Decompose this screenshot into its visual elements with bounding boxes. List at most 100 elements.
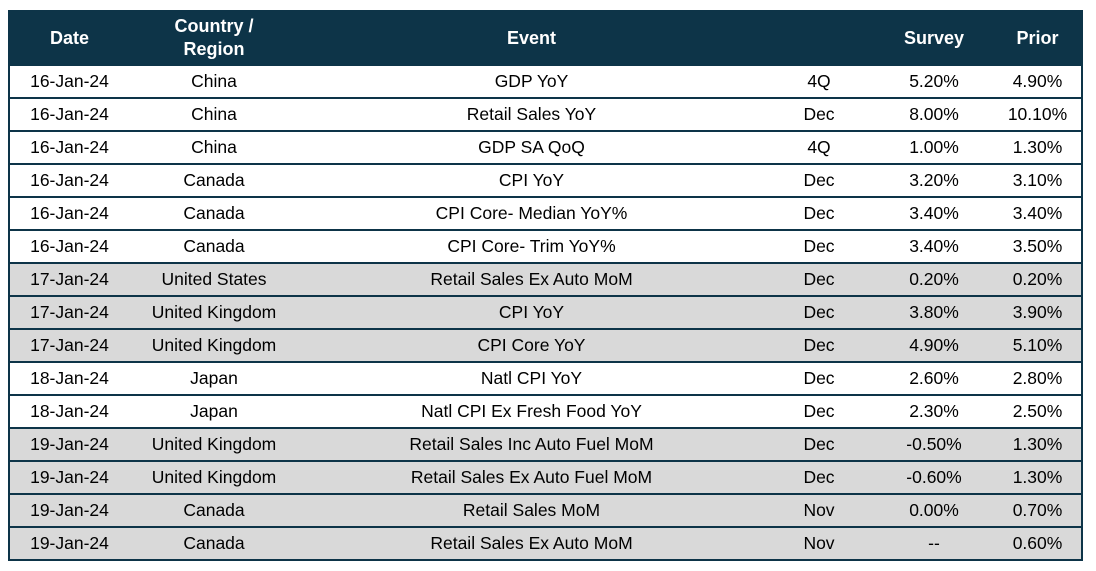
cell-period: Dec	[764, 427, 874, 462]
cell-survey: 0.00%	[874, 493, 994, 528]
cell-event: Retail Sales Ex Auto MoM	[299, 262, 764, 297]
cell-country: Canada	[129, 229, 299, 264]
cell-country: Japan	[129, 361, 299, 396]
cell-date: 16-Jan-24	[9, 130, 129, 165]
col-header-country-region-label: Country / Region	[174, 16, 254, 59]
cell-period: Dec	[764, 262, 874, 297]
cell-country: Japan	[129, 394, 299, 429]
cell-event: Retail Sales Ex Auto Fuel MoM	[299, 460, 764, 495]
cell-survey: 3.20%	[874, 163, 994, 198]
col-header-date: Date	[9, 11, 129, 65]
cell-country: United Kingdom	[129, 460, 299, 495]
cell-prior: 3.50%	[994, 229, 1082, 264]
cell-event: CPI Core YoY	[299, 328, 764, 363]
cell-prior: 0.70%	[994, 493, 1082, 528]
cell-date: 16-Jan-24	[9, 196, 129, 231]
cell-prior: 5.10%	[994, 328, 1082, 363]
cell-event: Retail Sales Ex Auto MoM	[299, 526, 764, 561]
cell-country: United States	[129, 262, 299, 297]
cell-event: CPI YoY	[299, 295, 764, 330]
cell-date: 17-Jan-24	[9, 262, 129, 297]
table-row: 16-Jan-24 China Retail Sales YoY Dec 8.00% 10…	[9, 97, 1082, 132]
cell-survey: 0.20%	[874, 262, 994, 297]
cell-prior: 3.10%	[994, 163, 1082, 198]
cell-event: Retail Sales Inc Auto Fuel MoM	[299, 427, 764, 462]
cell-prior: 10.10%	[994, 97, 1082, 132]
cell-country: Canada	[129, 526, 299, 561]
cell-date: 16-Jan-24	[9, 229, 129, 264]
cell-survey: 3.40%	[874, 229, 994, 264]
cell-prior: 2.50%	[994, 394, 1082, 429]
cell-prior: 3.40%	[994, 196, 1082, 231]
cell-date: 18-Jan-24	[9, 361, 129, 396]
col-header-survey: Survey	[874, 11, 994, 65]
cell-date: 19-Jan-24	[9, 427, 129, 462]
table-row: 16-Jan-24 Canada CPI Core- Trim YoY% Dec 3.4…	[9, 229, 1082, 264]
table-row: 16-Jan-24 China GDP YoY 4Q 5.20% 4.90%	[9, 64, 1082, 99]
cell-survey: 2.60%	[874, 361, 994, 396]
table-row: 19-Jan-24 Canada Retail Sales MoM Nov 0.00% 0…	[9, 493, 1082, 528]
cell-period: Dec	[764, 460, 874, 495]
cell-prior: 2.80%	[994, 361, 1082, 396]
cell-survey: 4.90%	[874, 328, 994, 363]
cell-prior: 1.30%	[994, 460, 1082, 495]
cell-period: 4Q	[764, 130, 874, 165]
table-row: 19-Jan-24 Canada Retail Sales Ex Auto MoM N…	[9, 526, 1082, 561]
cell-period: Nov	[764, 526, 874, 561]
cell-prior: 0.60%	[994, 526, 1082, 561]
cell-country: Canada	[129, 163, 299, 198]
cell-event: Natl CPI Ex Fresh Food YoY	[299, 394, 764, 429]
cell-event: CPI Core- Median YoY%	[299, 196, 764, 231]
cell-survey: 2.30%	[874, 394, 994, 429]
cell-period: Dec	[764, 394, 874, 429]
cell-country: United Kingdom	[129, 427, 299, 462]
cell-survey: 1.00%	[874, 130, 994, 165]
cell-event: CPI YoY	[299, 163, 764, 198]
table-row: 16-Jan-24 Canada CPI Core- Median YoY% Dec 3…	[9, 196, 1082, 231]
cell-prior: 0.20%	[994, 262, 1082, 297]
cell-prior: 1.30%	[994, 130, 1082, 165]
col-header-event: Event	[299, 11, 764, 65]
cell-event: GDP YoY	[299, 64, 764, 99]
cell-date: 16-Jan-24	[9, 163, 129, 198]
cell-survey: 8.00%	[874, 97, 994, 132]
cell-country: United Kingdom	[129, 328, 299, 363]
cell-period: Dec	[764, 328, 874, 363]
cell-survey: 3.80%	[874, 295, 994, 330]
cell-date: 17-Jan-24	[9, 295, 129, 330]
cell-date: 19-Jan-24	[9, 460, 129, 495]
cell-event: Retail Sales YoY	[299, 97, 764, 132]
table-row: 18-Jan-24 Japan Natl CPI YoY Dec 2.60% 2.80%	[9, 361, 1082, 396]
table-row: 16-Jan-24 China GDP SA QoQ 4Q 1.00% 1.30%	[9, 130, 1082, 165]
cell-period: Dec	[764, 196, 874, 231]
table-row: 17-Jan-24 United Kingdom CPI YoY Dec 3.80% 3.…	[9, 295, 1082, 330]
table-row: 19-Jan-24 United Kingdom Retail Sales Inc …	[9, 427, 1082, 462]
cell-country: China	[129, 97, 299, 132]
cell-prior: 3.90%	[994, 295, 1082, 330]
col-header-country-region: Country / Region	[129, 11, 299, 65]
cell-survey: --	[874, 526, 994, 561]
cell-period: Dec	[764, 361, 874, 396]
table-body: 16-Jan-24 China GDP YoY 4Q 5.20% 4.90% 16-Jan-…	[9, 64, 1082, 561]
table-row: 16-Jan-24 Canada CPI YoY Dec 3.20% 3.10%	[9, 163, 1082, 198]
table-row: 19-Jan-24 United Kingdom Retail Sales Ex A…	[9, 460, 1082, 495]
cell-survey: 5.20%	[874, 64, 994, 99]
cell-date: 16-Jan-24	[9, 64, 129, 99]
cell-survey: -0.60%	[874, 460, 994, 495]
cell-date: 18-Jan-24	[9, 394, 129, 429]
economic-calendar-table: Date Country / Region Event Survey Prior…	[8, 10, 1083, 561]
cell-period: 4Q	[764, 64, 874, 99]
cell-country: Canada	[129, 493, 299, 528]
table-row: 18-Jan-24 Japan Natl CPI Ex Fresh Food YoY…	[9, 394, 1082, 429]
cell-period: Dec	[764, 229, 874, 264]
table-row: 17-Jan-24 United States Retail Sales Ex Au…	[9, 262, 1082, 297]
col-header-period	[764, 11, 874, 65]
cell-survey: 3.40%	[874, 196, 994, 231]
cell-date: 16-Jan-24	[9, 97, 129, 132]
cell-prior: 4.90%	[994, 64, 1082, 99]
cell-country: China	[129, 64, 299, 99]
cell-prior: 1.30%	[994, 427, 1082, 462]
cell-period: Nov	[764, 493, 874, 528]
header-row: Date Country / Region Event Survey Prior	[9, 11, 1082, 65]
